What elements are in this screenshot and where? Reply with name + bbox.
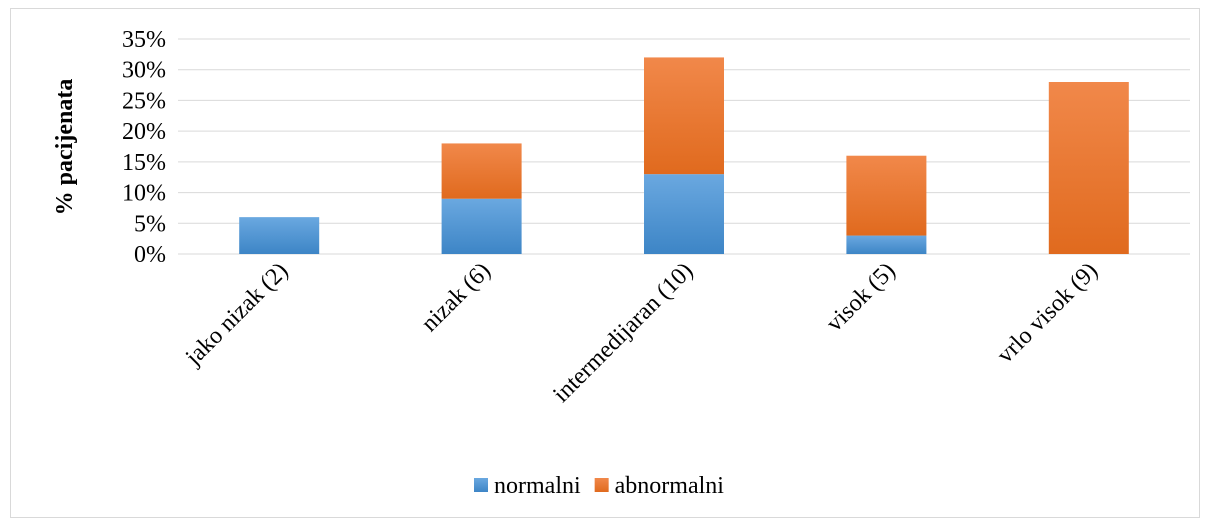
y-axis-ticks: 0% 5% 10% 15% 20% 25% 30% 35% [122,27,166,268]
x-tick-label: jako nizak (2) [180,258,293,371]
y-tick-label: 0% [134,242,166,268]
y-tick-label: 5% [134,211,166,237]
bar-normalni [239,217,320,254]
y-tick-label: 25% [122,88,166,114]
legend-swatch-abnormalni [594,478,609,492]
y-tick-label: 10% [122,181,166,207]
bar-normalni [644,174,724,254]
bars [239,57,1129,254]
legend-swatch-normalni [474,478,488,492]
x-axis-labels: jako nizak (2) nizak (6) intermedijaran (1… [180,258,1103,408]
legend-label-abnormalni: abnormalni [615,473,725,499]
chart-frame [10,8,1200,518]
x-tick-label: vrlo visok (9) [992,258,1103,369]
bar-abnormalni [1048,82,1129,254]
legend-label-normalni: normalni [494,473,581,499]
bar-abnormalni [644,57,724,175]
x-tick-label: intermedijaran (10) [548,258,698,408]
legend: normalni abnormalni [474,473,724,499]
y-axis-title: % pacijenata [52,79,78,216]
bar-abnormalni [441,143,522,199]
bar-normalni [846,235,927,254]
y-tick-label: 15% [122,150,166,176]
y-tick-label: 35% [122,27,166,53]
bar-abnormalni [846,155,927,236]
x-tick-label: visok (5) [821,258,900,337]
y-tick-label: 20% [122,119,166,145]
bar-normalni [441,198,522,254]
x-tick-label: nizak (6) [417,258,496,337]
y-tick-label: 30% [122,58,166,84]
